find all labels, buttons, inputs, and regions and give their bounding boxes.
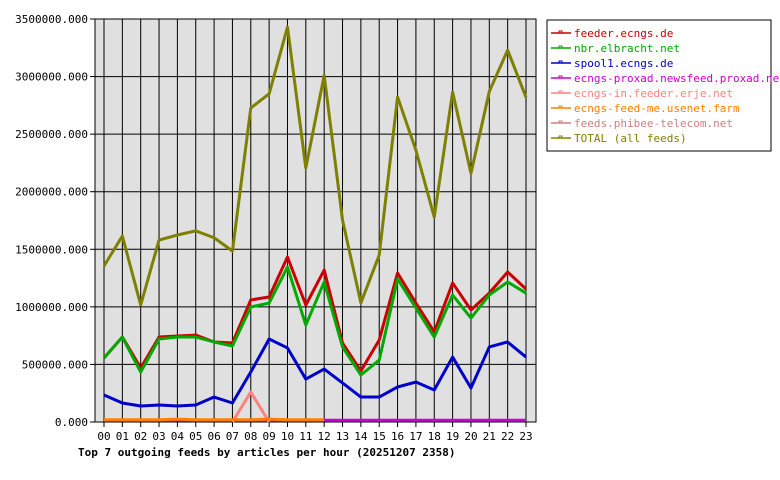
x-axis: 00 01 02 03 04 05 06 07 08 09 10 11 12 13 14 15 16 17 18 19…: [97, 422, 533, 443]
legend-marker: [558, 135, 563, 139]
x-tick-label: 03: [152, 430, 165, 443]
legend-marker: [558, 120, 563, 124]
x-tick-label: 22: [501, 430, 514, 443]
x-tick-label: 16: [391, 430, 404, 443]
x-tick-label: 17: [409, 430, 422, 443]
y-tick-label: 0.000: [55, 416, 88, 429]
series-line-total-all-feeds-: [102, 25, 528, 307]
x-tick-label: 15: [373, 430, 386, 443]
y-tick-label: 2500000.000: [15, 128, 88, 141]
series-line-spool1-ecngs-de: [103, 337, 527, 408]
legend-marker: [558, 60, 563, 64]
x-tick-label: 12: [318, 430, 331, 443]
series-lines: [102, 25, 528, 423]
y-tick-label: 3000000.000: [15, 71, 88, 84]
grid: [95, 18, 536, 423]
series-line-ecngs-in-feeder-erje-net: [231, 390, 271, 423]
legend-label: TOTAL (all feeds): [574, 132, 687, 145]
legend-label: ecngs-in.feeder.erje.net: [574, 87, 733, 100]
x-tick-label: 05: [189, 430, 202, 443]
series-line-nbr-elbracht-net: [102, 265, 527, 377]
y-tick-label: 3500000.000: [15, 13, 88, 26]
x-tick-label: 06: [207, 430, 220, 443]
x-tick-label: 19: [446, 430, 459, 443]
x-tick-label: 10: [281, 430, 294, 443]
legend: feeder.ecngs.de nbr.elbracht.net spool1.ec…: [546, 19, 780, 152]
legend-marker: [558, 90, 563, 94]
x-tick-label: 18: [428, 430, 441, 443]
legend-marker: [558, 105, 563, 109]
y-tick-label: 500000.000: [22, 358, 88, 371]
x-tick-label: 14: [354, 430, 368, 443]
plot-background: [94, 18, 537, 423]
x-tick-label: 13: [336, 430, 349, 443]
x-tick-label: 09: [263, 430, 276, 443]
y-tick-label: 1000000.000: [15, 301, 88, 314]
legend-box: [546, 19, 772, 152]
x-tick-label: 01: [116, 430, 129, 443]
legend-marker: [558, 45, 563, 49]
x-tick-label: 08: [244, 430, 257, 443]
x-tick-label: 02: [134, 430, 147, 443]
x-tick-label: 07: [226, 430, 239, 443]
x-tick-label: 11: [299, 430, 312, 443]
chart-title: Top 7 outgoing feeds by articles per hou…: [78, 446, 456, 459]
x-tick-label: 04: [171, 430, 185, 443]
legend-label: spool1.ecngs.de: [574, 57, 673, 70]
y-tick-label: 1500000.000: [15, 243, 88, 256]
legend-marker: [558, 30, 563, 34]
series-line-ecngs-feed-me-usenet-farm: [104, 417, 325, 422]
legend-label: nbr.elbracht.net: [574, 42, 680, 55]
legend-marker: [558, 75, 563, 79]
legend-label: ecngs-feed-me.usenet.farm: [574, 102, 740, 115]
x-tick-label: 20: [464, 430, 477, 443]
x-tick-label: 00: [97, 430, 110, 443]
y-tick-label: 2000000.000: [15, 186, 88, 199]
legend-label: feeds.phibee-telecom.net: [574, 117, 733, 130]
legend-label: feeder.ecngs.de: [574, 27, 673, 40]
legend-label: ecngs-proxad.newsfeed.proxad.net: [574, 72, 780, 85]
x-tick-label: 23: [519, 430, 532, 443]
x-tick-label: 21: [483, 430, 496, 443]
y-axis: 0.000 500000.000 1000000.000 1500000.000 200…: [15, 13, 95, 429]
